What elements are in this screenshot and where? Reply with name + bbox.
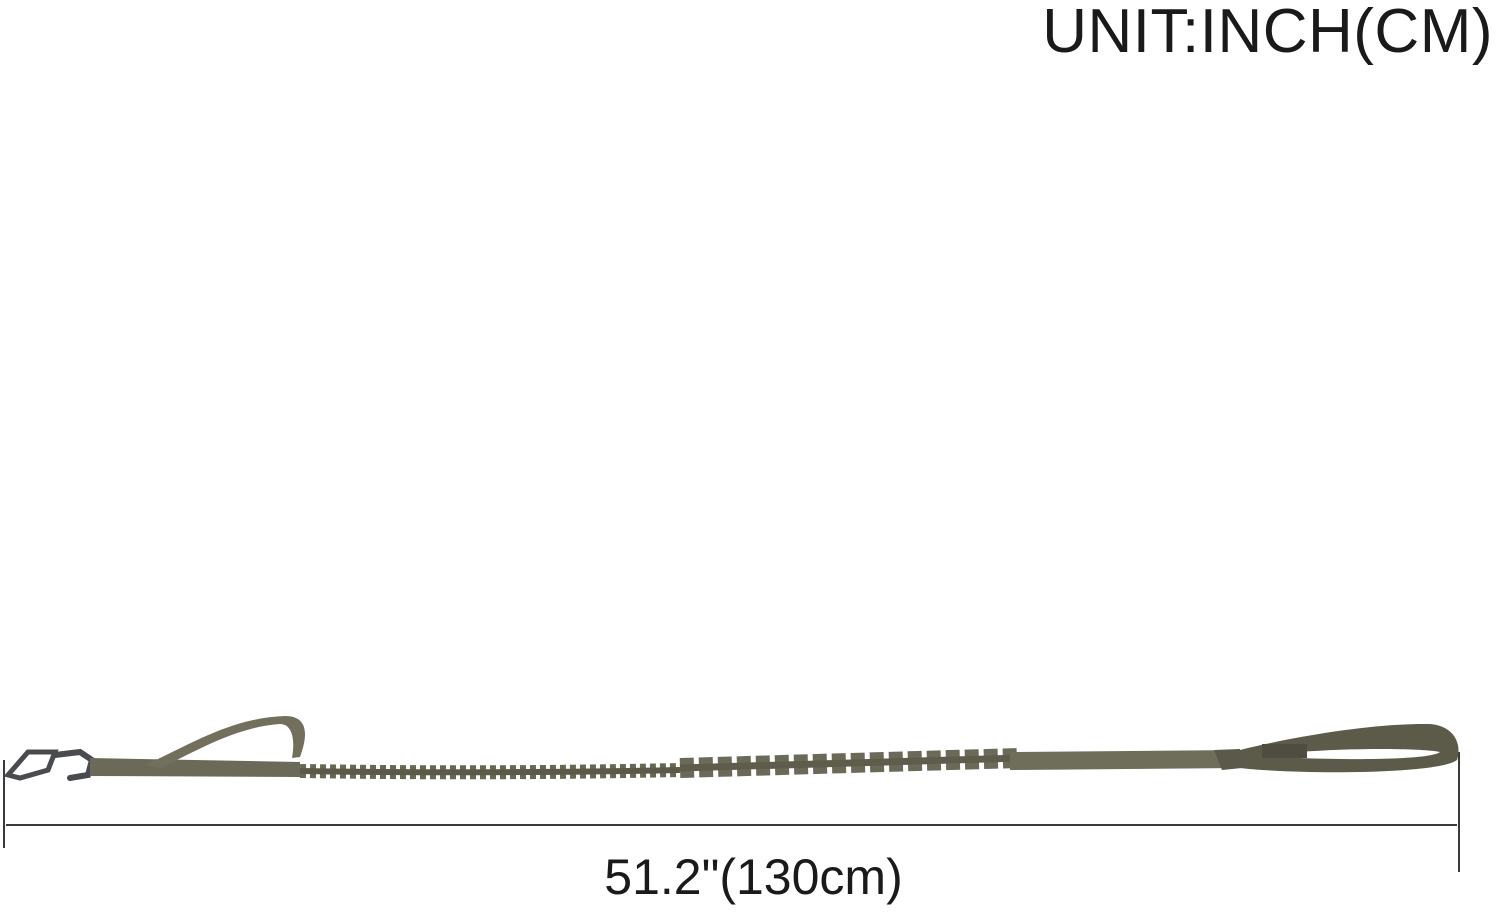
rear-handle-loop <box>1214 723 1459 773</box>
flat-strap <box>1010 750 1240 770</box>
front-handle-loop <box>90 716 305 777</box>
leash-image <box>3 716 1459 781</box>
length-label: 51.2"(130cm) <box>604 849 903 905</box>
carabiner-hook-icon <box>3 748 96 781</box>
dimension-lines <box>3 752 1460 872</box>
unit-label: UNIT:INCH(CM) <box>1042 0 1493 66</box>
